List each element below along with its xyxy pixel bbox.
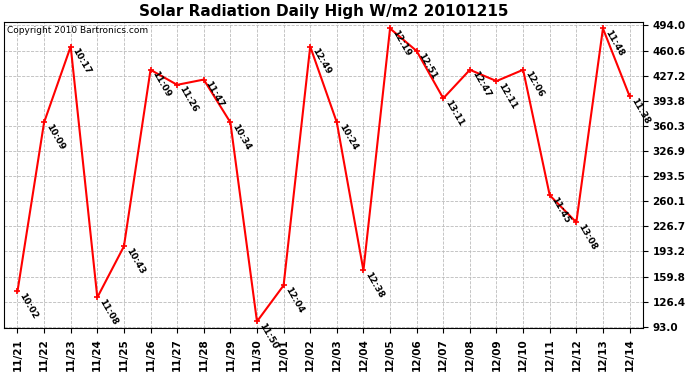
Text: 11:47: 11:47 (204, 80, 226, 109)
Text: 12:38: 12:38 (364, 270, 386, 300)
Text: 12:49: 12:49 (310, 46, 333, 76)
Text: 12:11: 12:11 (497, 81, 519, 110)
Text: 10:02: 10:02 (17, 291, 39, 321)
Text: 12:51: 12:51 (417, 51, 439, 80)
Text: 10:43: 10:43 (124, 246, 146, 276)
Text: 12:47: 12:47 (470, 70, 492, 99)
Text: 11:26: 11:26 (177, 85, 199, 114)
Text: 13:08: 13:08 (576, 222, 598, 252)
Text: 12:06: 12:06 (523, 70, 545, 99)
Text: 10:09: 10:09 (44, 122, 66, 152)
Text: 11:45: 11:45 (550, 195, 572, 225)
Title: Solar Radiation Daily High W/m2 20101215: Solar Radiation Daily High W/m2 20101215 (139, 4, 509, 19)
Text: 13:11: 13:11 (443, 98, 465, 128)
Text: 11:09: 11:09 (150, 70, 172, 99)
Text: 10:24: 10:24 (337, 122, 359, 152)
Text: 11:08: 11:08 (97, 297, 119, 327)
Text: Copyright 2010 Bartronics.com: Copyright 2010 Bartronics.com (8, 26, 148, 35)
Text: 11:48: 11:48 (603, 28, 625, 58)
Text: 11:50: 11:50 (257, 321, 279, 351)
Text: 10:17: 10:17 (70, 46, 92, 76)
Text: 12:19: 12:19 (390, 28, 412, 58)
Text: 12:04: 12:04 (284, 285, 306, 315)
Text: 10:34: 10:34 (230, 122, 253, 152)
Text: 11:38: 11:38 (629, 96, 651, 125)
